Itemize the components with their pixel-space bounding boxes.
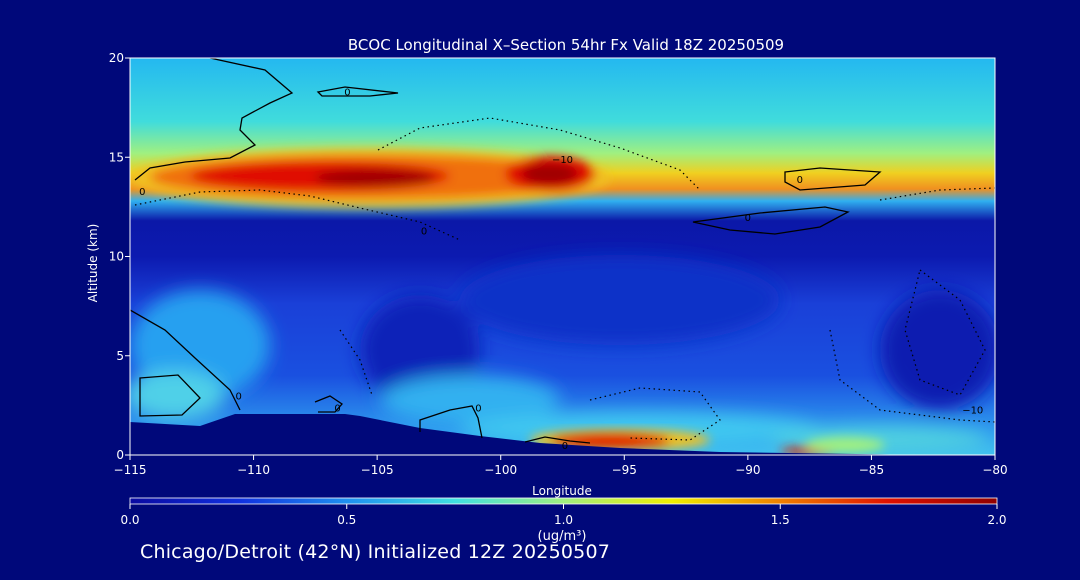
terrain [130, 414, 927, 455]
contour-label: 0 [421, 227, 427, 238]
contour-label: 0 [139, 187, 145, 198]
y-axis-label: Altitude (km) [86, 224, 100, 303]
contour-solid [524, 436, 591, 444]
plot-area [130, 58, 995, 455]
contour-solid [692, 206, 850, 235]
concentration-field [130, 58, 995, 455]
contour-label: 0 [334, 403, 340, 414]
colorbar-tick-label: 1.5 [771, 513, 790, 527]
y-tick-label: 0 [116, 448, 124, 462]
colorbar: 0.0 0.5 1.0 1.5 2.0 (ug/m³) [120, 497, 1007, 544]
contours [130, 58, 995, 444]
left-low-plume [130, 370, 225, 420]
center-upper-blue [460, 255, 780, 345]
contour-label: 0 [562, 441, 568, 452]
colorbar-tick-label: 1.0 [554, 513, 573, 527]
contour-label: 0 [745, 213, 751, 224]
contour-label: −10 [552, 155, 573, 166]
colorbar-strip [129, 497, 998, 505]
contour-label: 0 [344, 88, 350, 99]
contour-solid [130, 309, 241, 411]
x-tick-label: −90 [735, 463, 760, 477]
right-mid-blue [880, 290, 995, 410]
contour-label: 0 [475, 403, 481, 414]
contour-label: 0 [797, 175, 803, 186]
colorbar-ticks: 0.0 0.5 1.0 1.5 2.0 [120, 504, 1007, 527]
contour-label: 0 [236, 391, 242, 402]
x-tick-label: −115 [114, 463, 147, 477]
contour-solid [314, 395, 343, 413]
x-tick-label: −110 [237, 463, 270, 477]
upper-plume-core-west [315, 169, 435, 187]
y-tick-label: 10 [109, 250, 124, 264]
upper-plume [130, 148, 610, 208]
surface-plume-red [550, 433, 670, 449]
y-tick-label: 20 [109, 51, 124, 65]
contour-solid [139, 374, 201, 417]
x-tick-label: −100 [484, 463, 517, 477]
contour-label: −10 [962, 405, 983, 416]
upper-plume-core-east [522, 163, 578, 185]
contour-dotted [134, 189, 461, 241]
y-tick-label: 5 [116, 349, 124, 363]
contour-labels: 0 0 −10 0 0 0 0 0 0 0 −10 [139, 88, 983, 452]
contour-dotted [377, 117, 701, 191]
contour-solid [316, 86, 399, 97]
x-axis-label: Longitude [532, 484, 592, 498]
contour-dotted [904, 268, 986, 396]
contour-dotted [829, 329, 995, 423]
y-tick-label: 15 [109, 150, 124, 164]
y-axis: 0 5 10 15 20 [109, 51, 130, 462]
colorbar-tick-label: 0.0 [120, 513, 139, 527]
footer-caption: Chicago/Detroit (42°N) Initialized 12Z 2… [140, 541, 611, 563]
colorbar-tick-label: 0.5 [337, 513, 356, 527]
plateau-plume [380, 375, 560, 425]
x-tick-label: −85 [859, 463, 884, 477]
contour-solid [784, 167, 882, 191]
contour-dotted [339, 329, 373, 396]
x-tick-label: −80 [982, 463, 1007, 477]
x-tick-label: −95 [612, 463, 637, 477]
chart-title: BCOC Longitudinal X–Section 54hr Fx Vali… [348, 36, 784, 54]
contour-solid [419, 405, 483, 439]
surface-plume-greenish [805, 437, 885, 453]
x-tick-label: −105 [361, 463, 394, 477]
colorbar-label: (ug/m³) [538, 529, 587, 544]
contour-solid [134, 58, 294, 181]
contour-dotted [879, 187, 995, 201]
x-axis: −115 −110 −105 −100 −95 −90 −85 −80 [114, 455, 1008, 477]
colorbar-tick-label: 2.0 [987, 513, 1006, 527]
